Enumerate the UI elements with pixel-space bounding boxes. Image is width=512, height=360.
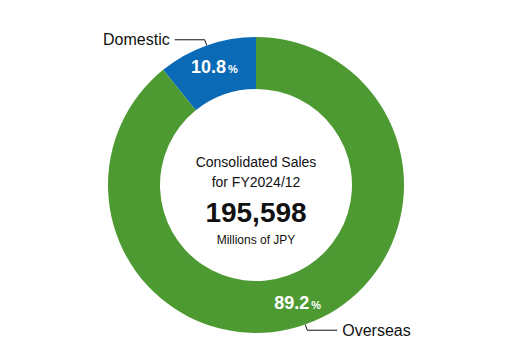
svg-text:Millions of JPY: Millions of JPY <box>217 233 296 247</box>
svg-text:%: % <box>228 63 238 75</box>
svg-text:10.8: 10.8 <box>191 57 226 77</box>
svg-text:Consolidated Sales: Consolidated Sales <box>196 154 317 170</box>
svg-text:for FY2024/12: for FY2024/12 <box>212 174 301 190</box>
svg-text:Domestic: Domestic <box>103 31 170 48</box>
svg-text:Overseas: Overseas <box>342 322 410 339</box>
svg-text:89.2: 89.2 <box>274 293 309 313</box>
svg-text:195,598: 195,598 <box>205 197 306 228</box>
svg-text:%: % <box>311 299 321 311</box>
